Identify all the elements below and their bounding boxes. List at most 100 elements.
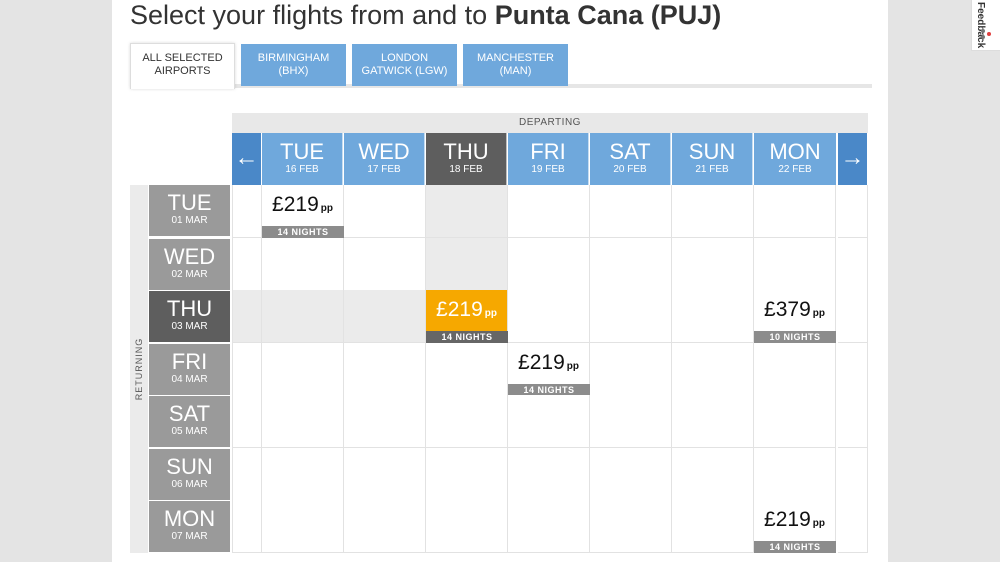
returning-day-date: 02 MAR [171,268,208,280]
airport-tab[interactable]: BIRMINGHAM (BHX) [241,44,346,86]
fare-cell[interactable]: £219 pp 14 NIGHTS [262,185,344,238]
departing-day-date: 22 FEB [778,164,812,175]
returning-day-name: TUE [167,190,212,215]
fare-price: £219 pp [508,351,589,379]
empty-fare-cell [262,500,344,553]
departing-day-sun[interactable]: SUN 21 FEB [672,133,753,185]
nights-badge: 14 NIGHTS [262,226,344,238]
departing-day-thu[interactable]: THU 18 FEB [426,133,507,185]
grid-spacer-cell [232,395,262,448]
empty-fare-cell [344,447,426,501]
grid-spacer-cell [232,237,262,291]
departing-day-name: FRI [530,139,566,164]
departing-day-fri[interactable]: FRI 19 FEB [508,133,589,185]
tab-label-line1: ALL SELECTED [142,52,223,64]
empty-fare-cell [508,237,590,291]
departing-day-date: 21 FEB [695,164,729,175]
fare-amount: £219 [436,298,483,321]
departing-day-name: SAT [609,139,651,164]
returning-day-date: 07 MAR [171,531,208,542]
empty-fare-cell [262,395,344,448]
returning-day-name: MON [163,506,216,531]
empty-fare-cell [672,185,754,238]
feedback-tab[interactable]: Feedback [971,0,1000,51]
tab-label-line2: (MAN) [499,65,532,77]
returning-day-wed[interactable]: WED 02 MAR [149,238,230,290]
returning-day-tue[interactable]: TUE 01 MAR [149,185,230,236]
fare-cell[interactable]: £219 pp 14 NIGHTS [426,290,508,343]
returning-day-name: SUN [166,453,213,479]
departing-day-mon[interactable]: MON 22 FEB [754,133,836,185]
tab-label-line2: AIRPORTS [154,65,211,77]
returning-day-name: WED [163,243,216,269]
empty-fare-cell [344,290,426,343]
empty-fare-cell [754,342,836,396]
empty-fare-cell [672,290,754,343]
fare-unit: pp [566,360,579,372]
empty-fare-cell [590,185,672,238]
grid-spacer-cell [838,500,868,553]
fare-price: £379 pp [754,298,835,326]
airport-tabs: ALL SELECTED AIRPORTS BIRMINGHAM (BHX) LONDO… [130,43,872,89]
tab-label-line1: BIRMINGHAM [257,52,330,64]
grid-spacer-cell [838,290,868,343]
returning-day-date: 01 MAR [171,215,208,226]
departing-day-name: TUE [280,139,324,164]
returning-day-name: THU [166,296,213,321]
departing-day-date: 18 FEB [449,164,483,175]
empty-fare-cell [590,447,672,501]
nights-badge: 10 NIGHTS [754,331,836,343]
departing-day-name: THU [443,139,489,164]
empty-fare-cell [426,395,508,448]
airport-tab[interactable]: MANCHESTER (MAN) [463,44,568,86]
empty-fare-cell [754,447,836,501]
fare-amount: £219 [272,193,319,216]
returning-day-thu[interactable]: THU 03 MAR [149,291,230,342]
fare-unit: pp [320,203,333,214]
departing-day-name: MON [769,139,821,164]
departing-day-tue[interactable]: TUE 16 FEB [262,133,343,185]
returning-day-date: 06 MAR [171,478,208,490]
returning-day-mon[interactable]: MON 07 MAR [149,501,230,552]
fare-cell[interactable]: £379 pp 10 NIGHTS [754,290,836,343]
title-destination: Punta Cana (PUJ) [494,0,722,30]
empty-fare-cell [426,342,508,396]
empty-fare-cell [262,342,344,396]
departing-day-sat[interactable]: SAT 20 FEB [590,133,671,185]
fare-price: £219 pp [262,193,343,221]
grid-spacer-cell [232,447,262,501]
returning-day-sun[interactable]: SUN 06 MAR [149,448,230,500]
empty-fare-cell [672,395,754,448]
fare-cell[interactable]: £219 pp 14 NIGHTS [754,500,836,553]
fare-cell[interactable]: £219 pp 14 NIGHTS [508,342,590,396]
empty-fare-cell [754,395,836,448]
grid-spacer-cell [232,500,262,553]
returning-day-name: FRI [171,348,208,374]
empty-fare-cell [590,395,672,448]
airport-tab[interactable]: ALL SELECTED AIRPORTS [130,43,235,89]
empty-fare-cell [262,237,344,291]
prev-dates-arrow-icon[interactable]: ← [232,133,261,185]
returning-day-sat[interactable]: SAT 05 MAR [149,396,230,447]
empty-fare-cell [590,290,672,343]
returning-day-fri[interactable]: FRI 04 MAR [149,343,230,395]
empty-fare-cell [590,500,672,553]
departing-day-wed[interactable]: WED 17 FEB [344,133,425,185]
tab-label-line2: (BHX) [278,65,309,77]
empty-fare-cell [262,290,344,343]
tabs-underline [130,84,872,88]
empty-fare-cell [754,237,836,291]
departing-day-date: 19 FEB [531,164,565,175]
empty-fare-cell [672,237,754,291]
empty-fare-cell [508,395,590,448]
airport-tab[interactable]: LONDON GATWICK (LGW) [352,44,457,86]
grid-spacer-cell [838,185,868,238]
title-prefix: Select your flights from and to [130,0,488,30]
empty-fare-cell [344,500,426,553]
grid-spacer-cell [838,395,868,448]
next-dates-arrow-icon[interactable]: → [838,133,867,185]
empty-fare-cell [672,500,754,553]
returning-day-name: SAT [168,401,211,426]
grid-spacer-cell [838,447,868,501]
empty-fare-cell [754,185,836,238]
